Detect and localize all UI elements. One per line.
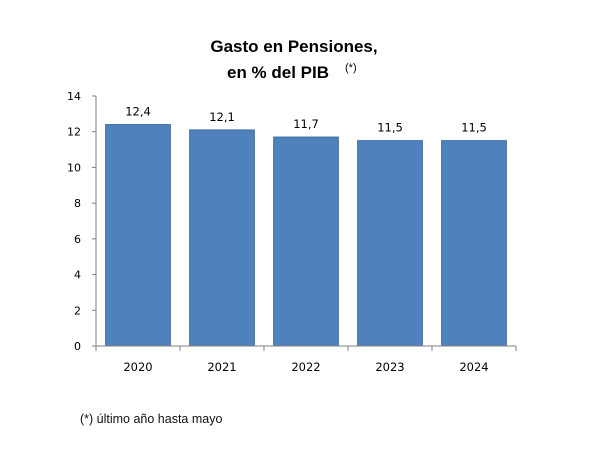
bar-2020 — [105, 124, 171, 347]
chart-title: Gasto en Pensiones, en % del PIB (*) — [210, 37, 377, 82]
x-tick-label-2021: 2021 — [207, 360, 236, 374]
bar-2022 — [273, 136, 339, 347]
x-tick-label-2023: 2023 — [375, 360, 404, 374]
bar-2021 — [189, 129, 255, 347]
bars: 12,4 12,1 11,7 11,5 11,5 — [105, 105, 507, 347]
chart-title-line-2: en % del PIB — [227, 63, 329, 82]
bar-2024 — [441, 140, 507, 347]
data-label-2024: 11,5 — [461, 121, 487, 135]
y-tick-label: 12 — [67, 126, 81, 139]
x-axis: 2020 2021 2022 2023 2024 — [95, 345, 517, 374]
chart-title-line-1: Gasto en Pensiones, — [210, 37, 377, 56]
y-tick-label: 4 — [74, 269, 81, 282]
y-tick-label: 8 — [74, 197, 81, 210]
data-label-2020: 12,4 — [125, 105, 151, 119]
footnote: (*) último año hasta mayo — [80, 412, 223, 426]
chart-title-note: (*) — [345, 62, 357, 74]
y-tick-label: 0 — [74, 340, 81, 353]
y-tick-label: 10 — [67, 161, 81, 174]
data-label-2022: 11,7 — [293, 117, 319, 131]
x-tick-label-2024: 2024 — [459, 360, 488, 374]
x-tick-label-2022: 2022 — [291, 360, 320, 374]
y-axis: 0 2 4 6 8 10 12 14 — [67, 90, 97, 353]
y-tick-label: 6 — [74, 233, 81, 246]
data-label-2023: 11,5 — [377, 121, 403, 135]
x-tick-label-2020: 2020 — [123, 360, 152, 374]
y-tick-label: 14 — [67, 90, 81, 103]
data-label-2021: 12,1 — [209, 110, 235, 124]
y-tick-label: 2 — [74, 304, 81, 317]
bar-2023 — [357, 140, 423, 347]
